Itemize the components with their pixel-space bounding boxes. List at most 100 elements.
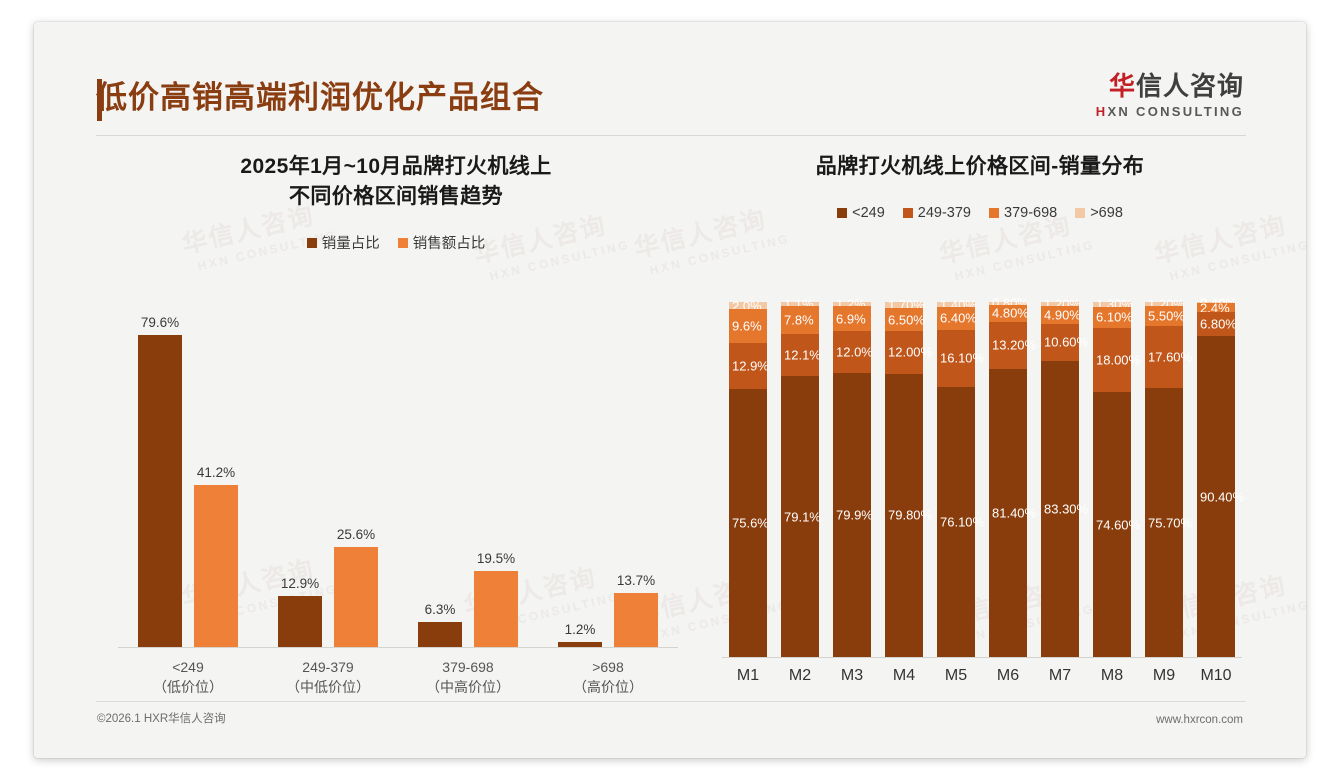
stacked-bar-segment[interactable]: 4.80% (989, 304, 1029, 322)
stacked-bar-segment[interactable]: 12.1% (781, 333, 821, 377)
legend-swatch-icon (837, 207, 848, 218)
stacked-bar-segment[interactable]: 74.60% (1093, 392, 1140, 657)
stacked-bar-segment[interactable]: 4.90% (1041, 306, 1081, 324)
bar-column[interactable]: 25.6% (334, 302, 378, 647)
bar-segment[interactable] (334, 546, 378, 647)
x-axis-label-range: 249-379 (302, 659, 354, 675)
legend-label: 249-379 (917, 204, 971, 221)
stacked-bar-segment[interactable]: 75.70% (1145, 388, 1192, 657)
chart-right-legend-item[interactable]: 379-698 (989, 205, 1057, 221)
company-logo: 华信人咨询 HXN CONSULTING (1096, 72, 1244, 119)
x-axis-label: M2 (788, 667, 812, 684)
bar-column[interactable]: 41.2% (194, 302, 238, 647)
stacked-bar-segment[interactable]: 79.80% (885, 373, 932, 657)
stacked-bar-segment[interactable]: 83.30% (1041, 361, 1088, 657)
stacked-bar-segment[interactable]: 2.0% (729, 298, 767, 313)
stacked-bar-segment[interactable]: 9.6% (729, 309, 767, 344)
bar-column[interactable]: 1.2% (558, 302, 602, 647)
chart-left-legend-item[interactable]: 销售额占比 (397, 232, 486, 253)
stacked-bar-segment[interactable]: 81.40% (989, 368, 1036, 657)
stacked-bar-value-label: 5.50% (1148, 308, 1185, 324)
x-axis-label: M3 (840, 667, 864, 684)
bar-segment[interactable] (278, 596, 322, 647)
stacked-bar-value-label: 6.10% (1096, 309, 1133, 325)
stacked-bar-segment[interactable]: 75.6% (729, 388, 769, 657)
stacked-bar-column[interactable]: 1.40% 6.40% 16.10% 76.10% (937, 297, 984, 657)
chart-right-legend-item[interactable]: <249 (837, 205, 885, 221)
x-axis-label: <249 （低价位） (118, 657, 258, 698)
bar-column[interactable]: 79.6% (138, 302, 182, 647)
x-axis-label: M10 (1200, 667, 1232, 684)
stacked-bar-segment[interactable]: 12.00% (885, 331, 932, 374)
bar-segment[interactable] (138, 334, 182, 647)
bar-group: 1.2% 13.7% (538, 302, 678, 647)
stacked-bar-column[interactable]: 1.20% 5.50% 17.60% 75.70% (1145, 297, 1192, 657)
chart-right-legend: <249 249-379 379-698 >698 (714, 204, 1246, 222)
stacked-bar-column[interactable]: 1.30% 6.10% 18.00% 74.60% (1093, 297, 1140, 657)
bar-column[interactable]: 13.7% (614, 302, 658, 647)
stacked-bar-value-label: 76.10% (940, 514, 985, 530)
chart-right-legend-item[interactable]: 249-379 (902, 204, 971, 221)
bar-segment[interactable] (614, 593, 658, 647)
footer-website: www.hxrcon.com (1156, 714, 1243, 726)
stacked-bar-column[interactable]: 0.40%2.4%6.80%90.40% (1197, 295, 1244, 657)
stacked-bar-column[interactable]: 1.1% 7.8% 12.1% 79.1% (781, 296, 821, 657)
stacked-bar-segment[interactable]: 6.10% (1093, 306, 1133, 329)
bar-column[interactable]: 12.9% (278, 302, 322, 647)
stacked-bar-segment[interactable]: 13.20% (989, 321, 1036, 369)
stacked-bar-column[interactable]: 1.70% 6.50% 12.00% 79.80% (885, 298, 932, 657)
stacked-bar-value-label: 79.1% (784, 509, 821, 525)
stacked-bar-segment[interactable]: 12.0% (833, 330, 873, 374)
chart-right-legend-item[interactable]: >698 (1075, 205, 1123, 221)
stacked-bar-column[interactable]: 2.0% 9.6% 12.9% 75.6% (729, 298, 769, 657)
legend-label: 销售额占比 (412, 236, 486, 253)
legend-swatch-icon (989, 207, 999, 218)
stacked-bar-segment[interactable]: 16.10% (937, 329, 984, 387)
bar-value-label: 12.9% (280, 576, 320, 592)
stacked-bar-segment[interactable]: 79.1% (781, 376, 821, 657)
stacked-bar-segment[interactable]: 79.9% (833, 373, 873, 657)
bar-value-label: 79.6% (140, 314, 180, 330)
stacked-bar-segment[interactable]: 10.60% (1041, 323, 1088, 362)
stacked-bar-column[interactable]: 1.20% 4.90% 10.60% 83.30% (1041, 297, 1088, 657)
stacked-bar-value-label: 81.40% (992, 505, 1037, 521)
stacked-bar-segment[interactable]: 2.4% (1197, 300, 1235, 315)
bar-segment[interactable] (194, 485, 238, 647)
x-axis-label-range: 379-698 (442, 659, 494, 675)
chart-left-title-line2: 不同价格区间销售趋势 (289, 184, 503, 208)
bar-column[interactable]: 19.5% (474, 302, 518, 647)
x-axis-label-tier: （低价位） (153, 679, 223, 696)
stacked-bar-segment[interactable]: 6.50% (885, 308, 925, 332)
stacked-bar-segment[interactable]: 12.9% (729, 343, 769, 389)
page-title: 低价高销高端利润优化产品组合 (96, 80, 544, 115)
stacked-bar-value-label: 83.30% (1044, 501, 1089, 517)
stacked-bar-value-label: 18.00% (1096, 352, 1141, 368)
stacked-bar-value-label: 6.50% (888, 312, 925, 328)
stacked-bar-segment[interactable]: 18.00% (1093, 328, 1140, 393)
x-axis-label-range: <249 (172, 659, 204, 675)
bar-segment[interactable] (558, 642, 602, 647)
stacked-bar-segment[interactable]: 5.50% (1145, 306, 1185, 326)
legend-swatch-icon (397, 237, 408, 248)
bar-group: 79.6% 41.2% (118, 302, 258, 647)
stacked-bar-segment[interactable]: 6.40% (937, 307, 977, 330)
stacked-bar-segment[interactable]: 7.8% (781, 305, 819, 334)
stacked-bar-segment[interactable]: 76.10% (937, 386, 984, 657)
stacked-bar-column[interactable]: 1.2% 6.9% 12.0% 79.9% (833, 297, 873, 657)
bar-value-label: 1.2% (564, 622, 596, 638)
x-axis-label: M7 (1048, 667, 1072, 684)
stacked-bar-segment[interactable]: 6.80% (1197, 311, 1237, 337)
stacked-bar-segment[interactable]: 6.9% (833, 306, 871, 331)
chart-right-title: 品牌打火机线上价格区间-销量分布 (714, 152, 1246, 182)
bar-segment[interactable] (418, 622, 462, 647)
stacked-bar-value-label: 79.9% (836, 507, 873, 523)
bar-value-label: 19.5% (476, 550, 516, 566)
bar-value-label: 13.7% (616, 573, 656, 589)
bar-segment[interactable] (474, 570, 518, 647)
bar-column[interactable]: 6.3% (418, 302, 462, 647)
stacked-bar-segment[interactable]: 90.40% (1197, 336, 1244, 657)
stacked-bar-segment[interactable]: 17.60% (1145, 325, 1192, 389)
chart-left-legend-item[interactable]: 销量占比 (306, 232, 380, 253)
legend-label: 销量占比 (321, 236, 380, 253)
stacked-bar-column[interactable]: 0.80% 4.80% 13.20% 81.40% (989, 296, 1036, 657)
